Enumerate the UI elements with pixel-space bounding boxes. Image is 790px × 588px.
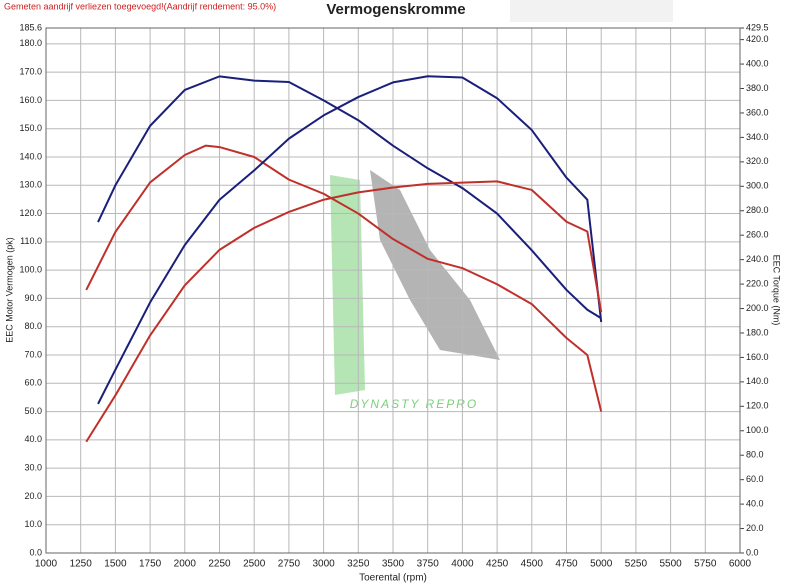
x-tick-label: 3000 bbox=[312, 559, 335, 570]
x-tick-label: 5000 bbox=[590, 559, 613, 570]
x-tick-label: 4000 bbox=[451, 559, 474, 570]
y2-tick-label: 80.0 bbox=[746, 450, 764, 460]
y-tick-label: 150.0 bbox=[19, 123, 42, 133]
y-tick-label: 30.0 bbox=[24, 463, 42, 473]
x-tick-label: 2500 bbox=[243, 559, 266, 570]
x-tick-label: 1750 bbox=[139, 559, 162, 570]
header-box bbox=[510, 0, 673, 22]
y2-tick-label: 60.0 bbox=[746, 474, 764, 484]
chart-title: Vermogenskromme bbox=[326, 1, 465, 18]
x-tick-label: 1500 bbox=[104, 559, 127, 570]
y2-tick-label: 120.0 bbox=[746, 401, 769, 411]
y-tick-label: 160.0 bbox=[19, 95, 42, 105]
y2-tick-label: 340.0 bbox=[746, 132, 769, 142]
y2-tick-label: 400.0 bbox=[746, 58, 769, 68]
y-tick-label: 20.0 bbox=[24, 491, 42, 501]
y-tick-label: 185.6 bbox=[19, 22, 42, 32]
y-tick-label: 10.0 bbox=[24, 519, 42, 529]
series-line bbox=[97, 75, 602, 320]
x-tick-label: 6000 bbox=[729, 559, 752, 570]
y2-axis-label: EEC Torque (Nm) bbox=[772, 255, 782, 326]
y2-tick-label: 180.0 bbox=[746, 327, 769, 337]
x-tick-label: 4750 bbox=[555, 559, 578, 570]
x-tick-label: 3500 bbox=[382, 559, 405, 570]
y-tick-label: 60.0 bbox=[24, 378, 42, 388]
note: Gemeten aandrijf verliezen toegevoegd!(A… bbox=[4, 1, 276, 11]
y2-tick-label: 300.0 bbox=[746, 181, 769, 191]
x-tick-label: 3750 bbox=[417, 559, 440, 570]
y2-tick-label: 160.0 bbox=[746, 352, 769, 362]
y-tick-label: 50.0 bbox=[24, 406, 42, 416]
y-axis-label: EEC Motor Vermogen (pk) bbox=[4, 237, 14, 343]
y2-tick-label: 260.0 bbox=[746, 230, 769, 240]
y2-tick-label: 240.0 bbox=[746, 254, 769, 264]
plot-frame bbox=[45, 27, 741, 554]
series-line bbox=[85, 180, 603, 443]
series-line bbox=[97, 75, 603, 405]
y2-tick-label: 280.0 bbox=[746, 205, 769, 215]
y2-tick-label: 100.0 bbox=[746, 425, 769, 435]
y2-tick-label: 20.0 bbox=[746, 523, 764, 533]
y2-tick-label: 380.0 bbox=[746, 83, 769, 93]
x-tick-label: 4500 bbox=[521, 559, 544, 570]
y-tick-label: 110.0 bbox=[20, 236, 42, 246]
y-tick-label: 0.0 bbox=[29, 547, 42, 557]
y-tick-label: 170.0 bbox=[19, 67, 42, 77]
y-tick-label: 130.0 bbox=[19, 180, 42, 190]
y2-tick-label: 0.0 bbox=[746, 547, 759, 557]
y2-tick-label: 140.0 bbox=[746, 376, 769, 386]
y2-tick-label: 40.0 bbox=[746, 498, 764, 508]
y2-tick-label: 429.5 bbox=[746, 22, 769, 32]
x-tick-label: 1000 bbox=[35, 559, 58, 570]
x-tick-label: 2000 bbox=[174, 559, 197, 570]
y-tick-label: 70.0 bbox=[24, 349, 42, 359]
x-tick-label: 5750 bbox=[694, 559, 717, 570]
x-tick-label: 3250 bbox=[347, 559, 370, 570]
y-tick-label: 90.0 bbox=[24, 293, 42, 303]
x-tick-label: 2250 bbox=[208, 559, 231, 570]
x-tick-label: 4250 bbox=[486, 559, 509, 570]
y-tick-label: 140.0 bbox=[19, 151, 42, 161]
x-tick-label: 1250 bbox=[70, 559, 93, 570]
y-tick-label: 40.0 bbox=[24, 434, 42, 444]
y-tick-label: 80.0 bbox=[24, 321, 42, 331]
y-tick-label: 180.0 bbox=[19, 38, 42, 48]
x-axis-label: Toerental (rpm) bbox=[359, 573, 427, 584]
series-line bbox=[85, 144, 603, 412]
y2-tick-label: 320.0 bbox=[746, 156, 769, 166]
y-tick-label: 120.0 bbox=[19, 208, 42, 218]
x-tick-label: 5500 bbox=[659, 559, 682, 570]
y2-tick-label: 220.0 bbox=[746, 278, 769, 288]
y2-tick-label: 200.0 bbox=[746, 303, 769, 313]
watermark: DYNASTY REPRO bbox=[350, 397, 478, 411]
x-tick-label: 5250 bbox=[625, 559, 648, 570]
y2-tick-label: 420.0 bbox=[746, 34, 769, 44]
logo bbox=[330, 170, 500, 395]
x-tick-label: 2750 bbox=[278, 559, 301, 570]
y2-tick-label: 360.0 bbox=[746, 107, 769, 117]
y-tick-label: 100.0 bbox=[19, 265, 42, 275]
